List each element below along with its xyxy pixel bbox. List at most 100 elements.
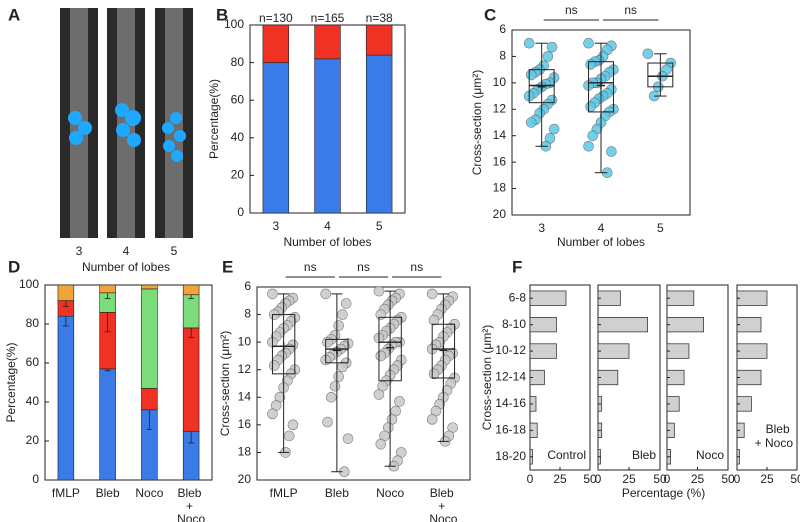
bar-segment	[262, 24, 290, 63]
bar-segment	[57, 315, 75, 481]
x-tick-label: 25	[760, 472, 774, 486]
data-point	[322, 336, 333, 348]
bar	[597, 343, 630, 359]
data-point	[267, 408, 278, 420]
data-point	[525, 117, 537, 128]
y-tick-label: 100	[224, 17, 244, 31]
bar-segment	[262, 62, 290, 214]
x-tick-label: 3	[272, 219, 279, 233]
x-tick-label: 0	[527, 472, 534, 486]
mean-marker	[386, 343, 395, 352]
y-tick-label: 80	[26, 316, 40, 330]
data-point	[320, 288, 331, 300]
y-axis-label: Percentage(%)	[4, 342, 18, 422]
y-tick-label: 40	[26, 394, 40, 408]
box	[431, 323, 456, 379]
bar-segment	[99, 284, 116, 294]
bar-segment	[141, 284, 158, 290]
mean-marker	[537, 82, 546, 91]
bar	[666, 343, 690, 359]
y-tick-label: 0	[237, 205, 244, 219]
bar	[529, 290, 567, 306]
mean-marker	[656, 72, 665, 81]
panel-letter: D	[8, 257, 20, 276]
x-tick-label: 25	[691, 472, 705, 486]
x-axis-label: Number of lobes	[557, 235, 645, 249]
x-tick-label: fMLP	[270, 486, 298, 500]
significance-label: ns	[565, 3, 578, 17]
data-point	[329, 380, 341, 392]
significance-label: ns	[357, 260, 370, 274]
significance-label: ns	[304, 260, 317, 274]
x-tick-label: 50	[721, 472, 735, 486]
x-tick-label: 4	[598, 221, 605, 235]
y-tick-label: 80	[231, 55, 245, 69]
x-tick-label: 50	[790, 472, 800, 486]
data-point	[283, 430, 295, 442]
channel	[117, 8, 135, 238]
y-tick-label: 14-16	[495, 396, 526, 410]
box	[647, 62, 674, 88]
box	[271, 314, 296, 375]
y-tick-label: 16-18	[495, 423, 526, 437]
y-tick-label: 18	[493, 181, 507, 195]
x-tick-label: Noco	[376, 486, 404, 500]
x-tick-label: 5	[376, 219, 383, 233]
y-tick-label: 60	[26, 355, 40, 369]
bar-segment	[57, 284, 75, 301]
y-tick-label: 6	[244, 279, 251, 293]
count-annotation: n=38	[366, 11, 393, 25]
x-tick-label: 50	[583, 472, 597, 486]
panel-letter: C	[484, 5, 496, 24]
data-point	[373, 285, 385, 297]
x-tick-label: 5	[657, 221, 664, 235]
x-tick-label: Noco	[135, 486, 163, 500]
x-tick-label: Bleb	[96, 486, 120, 500]
data-point	[375, 350, 387, 362]
x-tick-label: 0	[664, 472, 671, 486]
panel-label: Control	[547, 448, 586, 462]
data-point	[585, 59, 596, 70]
y-tick-label: 10-12	[495, 343, 526, 357]
count-annotation: n=165	[311, 11, 345, 25]
y-tick-label: 20	[26, 433, 40, 447]
x-tick-label: 0	[734, 472, 741, 486]
bar-segment	[141, 288, 158, 389]
bar-segment	[365, 54, 393, 214]
bar	[736, 290, 768, 306]
mean-marker	[332, 346, 341, 355]
data-point	[642, 48, 654, 60]
y-tick-label: 12-14	[495, 370, 526, 384]
x-axis-label: Percentage (%)	[622, 486, 705, 500]
bar	[597, 317, 648, 333]
x-tick-label: 4	[123, 244, 130, 258]
data-point	[523, 37, 535, 49]
bar-segment	[365, 24, 393, 56]
bar-segment	[141, 388, 158, 411]
bar	[736, 317, 762, 333]
significance-label: ns	[410, 260, 423, 274]
y-tick-label: 12	[493, 101, 507, 115]
plot-frame	[256, 286, 471, 481]
bar	[529, 343, 557, 359]
panel-letter: B	[216, 5, 228, 24]
data-point	[583, 37, 594, 49]
bar	[529, 317, 557, 333]
x-tick-label: Bleb + Noco	[177, 486, 205, 522]
mean-marker	[597, 81, 605, 90]
x-tick-label: 50	[653, 472, 667, 486]
data-point	[287, 419, 299, 431]
y-axis-label: Cross-section (μm²)	[480, 325, 494, 431]
x-tick-label: Bleb + Noco	[429, 486, 457, 522]
data-point	[269, 360, 280, 371]
box	[378, 316, 402, 382]
box	[588, 61, 614, 113]
mean-marker	[439, 346, 448, 355]
x-tick-label: 3	[538, 221, 545, 235]
data-point	[337, 361, 348, 373]
data-point	[606, 146, 617, 157]
y-tick-label: 6-8	[509, 290, 527, 304]
y-tick-label: 18	[238, 445, 252, 459]
y-axis-label: Cross-section (μm²)	[470, 70, 484, 176]
bar	[666, 317, 704, 333]
